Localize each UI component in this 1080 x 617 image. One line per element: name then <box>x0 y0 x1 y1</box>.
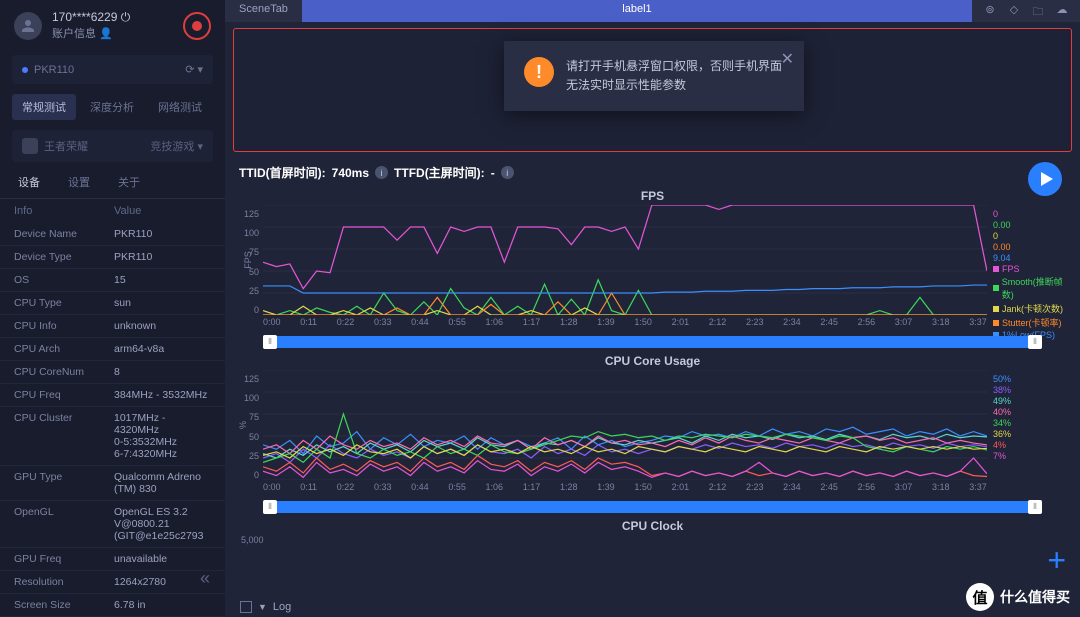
alert-box: ! 请打开手机悬浮窗口权限，否则手机界面无法实时显示性能参数 ✕ <box>233 28 1072 152</box>
properties-list: Device NamePKR110Device TypePKR110OS15CP… <box>0 223 225 617</box>
table-row: CPU Archarm64-v8a <box>0 338 225 361</box>
log-dropdown-icon[interactable]: ▼ <box>258 602 267 612</box>
tab-network[interactable]: 网络测试 <box>148 94 212 120</box>
cpu-chart: CPU Core Usage % 1251007550250 0:000:110… <box>233 352 1072 513</box>
sub-tabs: 设备 设置 关于 <box>0 166 225 199</box>
top-tabs: SceneTab label1 ⊚ ◇ 🗀 ☁ <box>225 0 1080 22</box>
avatar[interactable] <box>14 12 42 40</box>
table-row: Resolution1264x2780 <box>0 571 225 594</box>
sidebar: 170****6229 ⏻ 账户信息 👤 PKR110⟳ ▾ 常规测试 深度分析… <box>0 0 225 617</box>
subtab-settings[interactable]: 设置 <box>68 174 90 194</box>
cloud-icon[interactable]: ☁ <box>1054 3 1070 19</box>
table-row: GPU TypeQualcomm Adreno (TM) 830 <box>0 466 225 501</box>
add-button[interactable]: + <box>1047 542 1066 579</box>
table-row: GPU Frequnavailable <box>0 548 225 571</box>
collapse-sidebar-icon[interactable]: « <box>200 568 210 589</box>
warning-icon: ! <box>524 57 554 87</box>
label-tab[interactable]: label1 <box>302 0 972 22</box>
tag-icon[interactable]: ◇ <box>1006 3 1022 19</box>
metrics-bar: TTID(首屏时间):740ms i TTFD(主屏时间):- i <box>225 158 1080 187</box>
table-row: CPU Freq384MHz - 3532MHz <box>0 384 225 407</box>
info-icon[interactable]: i <box>375 166 388 179</box>
permission-toast: ! 请打开手机悬浮窗口权限，否则手机界面无法实时显示性能参数 ✕ <box>504 41 804 111</box>
watermark: 值 什么值得买 <box>966 583 1070 611</box>
time-slider[interactable] <box>263 501 1042 513</box>
table-head: InfoValue <box>0 199 225 223</box>
table-row: CPU Cluster1017MHz - 4320MHz 0-5:3532MHz… <box>0 407 225 466</box>
tab-deep[interactable]: 深度分析 <box>80 94 144 120</box>
cpu-plot[interactable] <box>263 370 987 480</box>
info-icon[interactable]: i <box>501 166 514 179</box>
game-selector[interactable]: 王者荣耀 竞技游戏 ▾ <box>12 130 213 162</box>
tab-standard[interactable]: 常规测试 <box>12 94 76 120</box>
table-row: Device TypePKR110 <box>0 246 225 269</box>
log-checkbox[interactable] <box>240 601 252 613</box>
record-button[interactable] <box>183 12 211 40</box>
location-icon[interactable]: ⊚ <box>982 3 998 19</box>
fps-chart: FPS FPS 1251007550250 0:000:110:220:330:… <box>233 187 1072 348</box>
charts-area: FPS FPS 1251007550250 0:000:110:220:330:… <box>225 187 1080 617</box>
user-id: 170****6229 ⏻ <box>52 10 173 25</box>
table-row: OpenGLOpenGL ES 3.2 V@0800.21 (GIT@e1e25… <box>0 501 225 548</box>
subtab-device[interactable]: 设备 <box>18 174 40 194</box>
scene-tab[interactable]: SceneTab <box>225 0 302 22</box>
table-row: Device NamePKR110 <box>0 223 225 246</box>
table-row: Screen Size6.78 in <box>0 594 225 617</box>
test-tabs: 常规测试 深度分析 网络测试 <box>0 88 225 126</box>
account-info[interactable]: 账户信息 👤 <box>52 25 173 41</box>
table-row: CPU CoreNum8 <box>0 361 225 384</box>
table-row: CPU Infounknown <box>0 315 225 338</box>
subtab-about[interactable]: 关于 <box>118 174 140 194</box>
log-row: ▼ Log <box>240 601 291 613</box>
time-slider[interactable] <box>263 336 1042 348</box>
play-button[interactable] <box>1028 162 1062 196</box>
table-row: CPU Typesun <box>0 292 225 315</box>
folder-icon[interactable]: 🗀 <box>1030 3 1046 19</box>
close-icon[interactable]: ✕ <box>781 49 794 69</box>
clock-chart: CPU Clock 5,000 <box>233 517 1072 545</box>
main-panel: SceneTab label1 ⊚ ◇ 🗀 ☁ ! 请打开手机悬浮窗口权限，否则… <box>225 0 1080 617</box>
user-row: 170****6229 ⏻ 账户信息 👤 <box>0 0 225 51</box>
device-selector[interactable]: PKR110⟳ ▾ <box>12 55 213 84</box>
fps-plot[interactable] <box>263 205 987 315</box>
toast-text: 请打开手机悬浮窗口权限，否则手机界面无法实时显示性能参数 <box>566 57 784 95</box>
table-row: OS15 <box>0 269 225 292</box>
